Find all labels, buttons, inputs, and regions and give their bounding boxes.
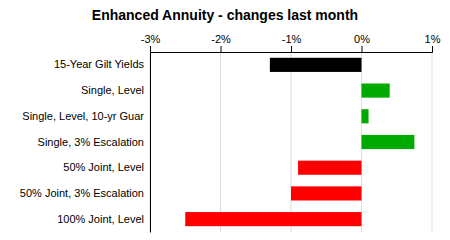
- x-tick-mark: [150, 46, 151, 52]
- bar: [298, 161, 361, 175]
- bar: [185, 212, 361, 226]
- x-tick: -3%: [141, 33, 161, 52]
- x-tick-label: 0%: [354, 33, 370, 45]
- x-tick-label: -1%: [282, 33, 302, 45]
- y-tick-label: 100% Joint, Level: [57, 213, 144, 225]
- y-tick: 15-Year Gilt Yields: [54, 58, 145, 70]
- bar: [362, 84, 390, 98]
- grid-line: [220, 52, 221, 232]
- y-tick: Single, Level: [81, 84, 144, 96]
- y-tick-label: Single, Level: [81, 84, 144, 96]
- grid-line: [291, 52, 292, 232]
- y-tick-label: 50% Joint, Level: [63, 161, 144, 173]
- y-tick-label: Single, 3% Escalation: [38, 136, 144, 148]
- bar: [270, 58, 362, 72]
- chart-svg: -3% -2% -1% 0% 1% 15-Year Gilt Yields Single, …: [0, 0, 450, 240]
- bar: [362, 135, 415, 149]
- x-tick-mark: [432, 46, 433, 52]
- y-axis: 15-Year Gilt Yields Single, Level Single, …: [20, 53, 151, 233]
- chart-container: -3% -2% -1% 0% 1% 15-Year Gilt Yields Single, …: [0, 0, 450, 240]
- bar: [362, 109, 369, 123]
- x-axis-line: [151, 46, 433, 53]
- grid-line: [150, 52, 151, 232]
- x-tick: 1%: [425, 33, 441, 52]
- x-tick: -1%: [282, 33, 302, 52]
- x-tick: 0%: [354, 33, 370, 52]
- y-axis-line: [150, 53, 151, 233]
- x-tick-mark: [362, 46, 363, 52]
- x-tick-mark: [291, 46, 292, 52]
- grid-line: [432, 52, 433, 232]
- x-tick-label: 1%: [425, 33, 441, 45]
- y-tick: Single, 3% Escalation: [38, 136, 144, 148]
- y-tick: Single, Level, 10-yr Guar: [22, 110, 144, 122]
- grid: [150, 52, 432, 232]
- y-tick-label: 15-Year Gilt Yields: [54, 58, 145, 70]
- x-tick-label: -3%: [141, 33, 161, 45]
- x-tick: -2%: [211, 33, 231, 52]
- bars: [185, 58, 414, 226]
- x-tick-mark: [221, 46, 222, 52]
- x-tick-label: -2%: [211, 33, 231, 45]
- bar: [291, 186, 362, 200]
- x-axis: -3% -2% -1% 0% 1%: [141, 33, 441, 53]
- y-tick-label: 50% Joint, 3% Escalation: [20, 187, 144, 199]
- title: Enhanced Annuity - changes last month: [92, 7, 358, 23]
- plot-area: -3% -2% -1% 0% 1% 15-Year Gilt Yields Single, …: [20, 33, 441, 233]
- y-tick: 50% Joint, 3% Escalation: [20, 187, 144, 199]
- y-tick-label: Single, Level, 10-yr Guar: [22, 110, 144, 122]
- y-tick: 50% Joint, Level: [63, 161, 144, 173]
- y-tick: 100% Joint, Level: [57, 213, 144, 225]
